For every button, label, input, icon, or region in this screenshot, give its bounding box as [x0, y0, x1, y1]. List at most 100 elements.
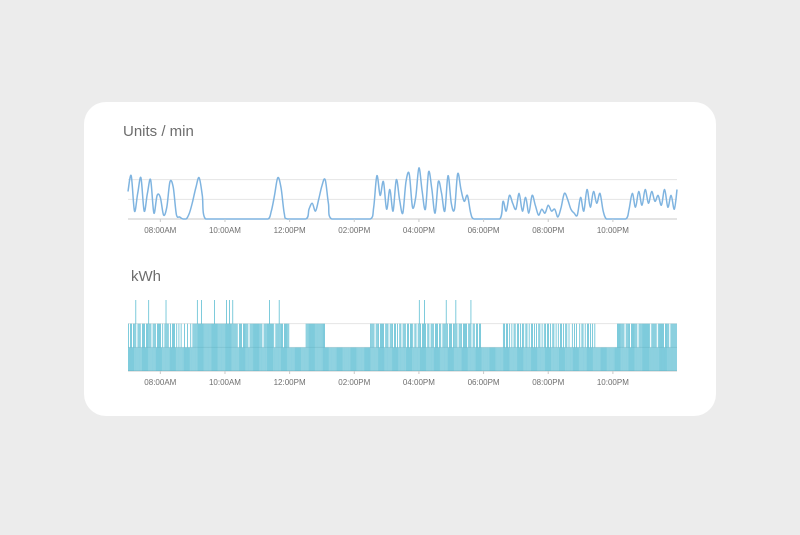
- kwh-bar: [277, 323, 279, 371]
- x-tick-label: 08:00PM: [532, 226, 564, 235]
- kwh-bar: [344, 347, 346, 371]
- kwh-bar: [242, 347, 243, 371]
- kwh-bar: [568, 323, 570, 371]
- kwh-bar: [437, 323, 438, 371]
- kwh-bar: [309, 323, 310, 371]
- kwh-bar: [191, 347, 193, 371]
- kwh-bar: [612, 347, 614, 371]
- kwh-bar: [583, 347, 585, 371]
- kwh-bar: [358, 347, 360, 371]
- kwh-bar: [189, 347, 191, 371]
- kwh-bar: [539, 323, 541, 371]
- kwh-bar: [235, 323, 237, 371]
- kwh-bar: [237, 347, 239, 371]
- kwh-bar: [534, 323, 535, 371]
- kwh-bar: [563, 323, 564, 371]
- kwh-bar: [233, 323, 235, 371]
- kwh-bar: [673, 323, 675, 371]
- kwh-bar: [668, 323, 670, 371]
- kwh-bar: [438, 347, 439, 371]
- kwh-bar: [609, 347, 611, 371]
- kwh-bar: [279, 323, 281, 371]
- kwh-bar: [252, 323, 254, 371]
- kwh-bar: [551, 347, 553, 371]
- kwh-bar: [373, 323, 375, 371]
- kwh-bar: [498, 347, 500, 371]
- kwh-bar: [156, 347, 157, 371]
- kwh-bar: [212, 323, 213, 371]
- kwh-bar: [474, 347, 476, 371]
- kwh-bar: [616, 347, 617, 371]
- kwh-bar: [203, 323, 205, 371]
- kwh-bar: [243, 323, 244, 371]
- kwh-bar: [462, 347, 463, 371]
- kwh-bar: [473, 323, 475, 371]
- kwh-bar: [260, 323, 262, 371]
- kwh-bar: [591, 347, 592, 371]
- kwh-bar: [129, 347, 130, 371]
- kwh-bar: [346, 347, 348, 371]
- kwh-bar: [622, 323, 624, 371]
- kwh-bar: [599, 347, 601, 371]
- kwh-bar: [164, 323, 166, 371]
- kwh-bar: [458, 323, 460, 371]
- kwh-bar: [383, 323, 384, 371]
- kwh-bar: [491, 347, 492, 371]
- kwh-bar: [196, 300, 198, 371]
- kwh-bar: [471, 347, 473, 371]
- kwh-bar: [637, 347, 639, 371]
- kwh-bar: [356, 347, 358, 371]
- kwh-bar: [610, 347, 612, 371]
- kwh-bar: [540, 347, 542, 371]
- kwh-bar: [521, 347, 522, 371]
- kwh-bar: [382, 323, 383, 371]
- kwh-bar: [355, 347, 356, 371]
- kwh-bar: [214, 300, 215, 371]
- kwh-bar: [219, 323, 221, 371]
- kwh-bar: [655, 323, 657, 371]
- kwh-bar: [157, 323, 158, 371]
- kwh-bar: [548, 323, 549, 371]
- kwh-bar: [257, 323, 258, 371]
- kwh-bar: [649, 323, 651, 371]
- kwh-bar: [299, 347, 300, 371]
- kwh-bar: [420, 323, 421, 371]
- kwh-bar: [323, 323, 324, 371]
- kwh-bar: [330, 347, 332, 371]
- kwh-bar: [353, 347, 354, 371]
- kwh-bar: [368, 347, 369, 371]
- x-tick-label: 06:00PM: [468, 378, 500, 387]
- kwh-bar: [410, 323, 411, 371]
- kwh-bar: [440, 323, 442, 371]
- kwh-bar: [221, 323, 223, 371]
- kwh-bar: [573, 347, 574, 371]
- kwh-bar: [578, 347, 580, 371]
- x-tick-label: 06:00PM: [468, 226, 500, 235]
- units-per-min-title: Units / min: [123, 123, 194, 140]
- x-tick-label: 12:00PM: [274, 378, 306, 387]
- kwh-bar: [662, 323, 663, 371]
- kwh-bar: [147, 323, 148, 371]
- kwh-bar: [584, 323, 586, 371]
- kwh-bar: [321, 323, 323, 371]
- kwh-bar: [496, 347, 498, 371]
- kwh-bar: [369, 347, 370, 371]
- kwh-bar: [571, 323, 573, 371]
- x-tick-label: 10:00PM: [597, 378, 629, 387]
- kwh-bar: [175, 347, 177, 371]
- kwh-bar: [618, 323, 619, 371]
- kwh-bar: [627, 323, 629, 371]
- kwh-bar: [407, 323, 408, 371]
- kwh-bar: [470, 300, 472, 371]
- kwh-bar: [314, 323, 316, 371]
- kwh-bar: [480, 323, 481, 371]
- kwh-bar: [533, 347, 534, 371]
- kwh-bar: [362, 347, 364, 371]
- kwh-bar: [593, 347, 595, 371]
- kwh-bar: [192, 323, 194, 371]
- kwh-bar: [589, 347, 590, 371]
- kwh-bar: [312, 323, 313, 371]
- kwh-bar: [135, 300, 137, 371]
- kwh-bar: [227, 323, 228, 371]
- kwh-bar: [597, 347, 599, 371]
